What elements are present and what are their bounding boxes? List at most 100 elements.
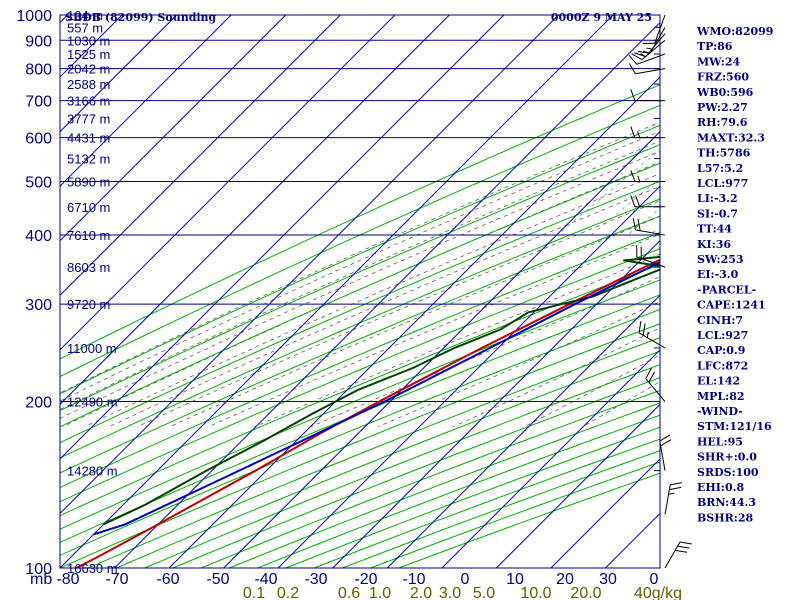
wind-barb xyxy=(628,63,666,75)
isotherm-line xyxy=(168,76,660,568)
height-label: 14280 m xyxy=(67,464,118,479)
index-value: -PARCEL- xyxy=(697,283,756,296)
wind-barb xyxy=(664,541,692,569)
height-label: 8603 m xyxy=(67,260,110,275)
moist-adiabat xyxy=(136,200,660,428)
index-value: PW:2.27 xyxy=(697,101,748,114)
mixing-ratio-tick-label: 0.6 xyxy=(338,585,360,600)
dry-adiabat xyxy=(60,162,660,428)
isotherm-line xyxy=(332,240,660,568)
isotherm-line xyxy=(441,349,660,568)
temperature-tick-label: -20 xyxy=(354,571,377,588)
wind-barb-staff xyxy=(664,484,671,515)
mixing-ratio-line xyxy=(782,15,800,235)
dry-adiabat xyxy=(60,104,660,378)
height-label: 11000 m xyxy=(67,341,117,356)
wind-barb xyxy=(659,434,672,471)
isotherm-line xyxy=(277,185,660,568)
wind-barb xyxy=(631,39,666,61)
moist-adiabat xyxy=(310,276,660,428)
height-label: 104 m xyxy=(67,8,103,23)
wind-barb-feather xyxy=(675,549,688,553)
wind-barb xyxy=(634,33,666,58)
moist-adiabat xyxy=(60,121,660,394)
chart-time: 0000Z 9 MAY 25 xyxy=(551,11,652,24)
wind-barb-staff xyxy=(664,541,681,569)
dry-adiabat xyxy=(60,232,660,489)
moist-adiabat xyxy=(62,161,660,428)
wind-barb-feather xyxy=(637,218,641,231)
wind-barb-staff xyxy=(638,332,666,349)
wind-barb-staff xyxy=(659,440,666,471)
index-value: HEL:95 xyxy=(697,435,743,448)
index-value: BRN:44.3 xyxy=(697,496,756,509)
isotherm-line xyxy=(496,403,660,568)
wind-barb-staff xyxy=(645,378,666,402)
index-value: CAPE:1241 xyxy=(697,299,766,312)
wind-barb xyxy=(636,244,666,268)
dewpoint-line xyxy=(103,255,660,526)
pressure-tick-label: 600 xyxy=(25,131,52,148)
mixing-ratio-line xyxy=(748,15,800,235)
temperature-tick-label: 10 xyxy=(506,571,524,588)
moist-adiabat xyxy=(169,215,660,428)
index-value: L57:5.2 xyxy=(697,162,743,175)
pressure-tick-label: 300 xyxy=(25,297,52,314)
height-label: 3166 m xyxy=(67,94,110,109)
height-label: 5132 m xyxy=(67,152,110,167)
wind-barb-staff xyxy=(641,39,666,60)
isotherm-line xyxy=(60,15,505,460)
index-value: EL:142 xyxy=(697,375,740,388)
index-value: BSHR:28 xyxy=(697,511,753,524)
index-value: KI:36 xyxy=(697,238,731,251)
wind-barb-feather xyxy=(640,53,646,57)
wind-barb-staff xyxy=(654,14,666,44)
wind-barb-feather xyxy=(646,47,653,50)
index-value: MPL:82 xyxy=(697,390,745,403)
mixing-ratio-tick-label: 3.0 xyxy=(439,585,461,600)
wind-barb-feather xyxy=(634,52,646,58)
temperature-line xyxy=(75,258,660,568)
wind-barb-feather xyxy=(646,331,649,338)
dry-adiabat xyxy=(60,323,660,568)
wind-barb xyxy=(628,53,666,65)
index-value: FRZ:560 xyxy=(697,71,749,84)
wind-barb-feather xyxy=(630,195,636,207)
wind-barb-feather xyxy=(659,434,671,442)
isotherm-line xyxy=(60,15,559,515)
temperature-tick-label: -30 xyxy=(304,571,327,588)
wind-barb-feather xyxy=(638,321,642,334)
wind-barb-feather xyxy=(660,439,672,447)
pressure-tick-label: 400 xyxy=(25,228,52,245)
wind-barb-feather xyxy=(670,482,683,486)
mixing-ratio-tick-label: 1.0 xyxy=(369,585,391,600)
height-label: 9720 m xyxy=(67,297,110,312)
dry-adiabat xyxy=(60,248,660,503)
wind-barb xyxy=(630,195,665,208)
wind-barb xyxy=(638,321,666,349)
index-value: LFC:872 xyxy=(697,359,748,372)
wind-barb xyxy=(632,217,666,236)
index-value: MAXT:32.3 xyxy=(697,131,765,144)
mixing-ratio-tick-label: 10.0 xyxy=(520,585,551,600)
pressure-tick-label: 1000 xyxy=(16,8,52,25)
height-label: 7610 m xyxy=(67,228,110,243)
wind-barb-staff xyxy=(636,256,666,268)
plot-frame xyxy=(59,14,661,569)
wind-barb xyxy=(630,89,665,102)
isotherm-line xyxy=(0,15,13,568)
index-value: EI:-3.0 xyxy=(697,268,739,281)
index-value: MW:24 xyxy=(697,55,740,68)
wind-barb-staff xyxy=(635,68,666,75)
mixing-ratio-line xyxy=(590,177,660,236)
temperature-tick-label: -70 xyxy=(105,571,128,588)
wind-barb xyxy=(630,170,665,182)
wind-barb-feather xyxy=(645,367,653,379)
dry-adiabat xyxy=(60,124,660,395)
temperature-tick-label: 20 xyxy=(556,571,574,588)
mixing-ratio-tick-label: 0.1 xyxy=(243,585,265,600)
pressure-tick-label: 500 xyxy=(25,174,52,191)
index-value: LI:-3.2 xyxy=(697,192,738,205)
isotherm-line xyxy=(114,21,660,568)
